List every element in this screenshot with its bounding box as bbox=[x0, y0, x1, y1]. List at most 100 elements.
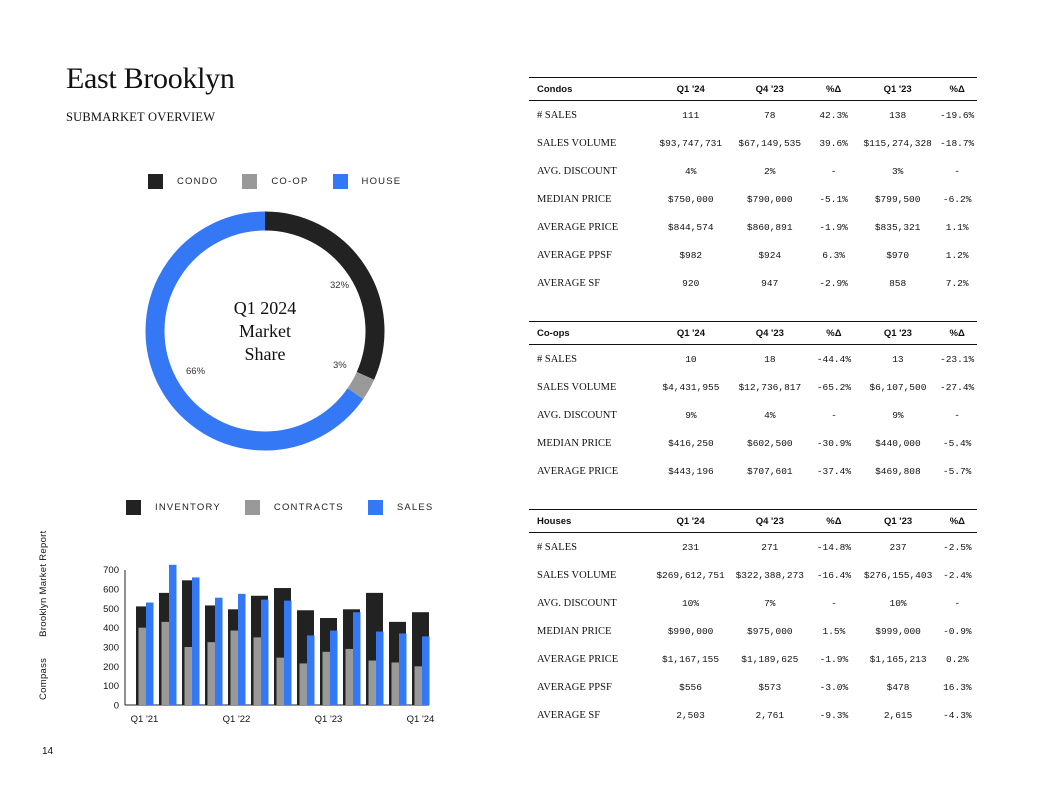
table-cell: $1,167,155 bbox=[662, 653, 720, 665]
row-label: MEDIAN PRICE bbox=[537, 193, 612, 205]
bar-sales bbox=[169, 564, 177, 705]
table-cell: $982 bbox=[679, 249, 703, 261]
table-row: SALES VOLUME $269,612,751 $322,388,273 -16.… bbox=[529, 561, 977, 589]
row-label: SALES VOLUME bbox=[537, 569, 617, 581]
page-title: East Brooklyn bbox=[66, 62, 235, 95]
bar-sales bbox=[284, 600, 292, 705]
legend-swatch-contracts bbox=[244, 500, 260, 515]
column-header: %Δ bbox=[937, 321, 977, 345]
table-cell: $115,274,328 bbox=[863, 137, 932, 149]
table-row: AVG. DISCOUNT 4% 2% - 3% - bbox=[529, 157, 977, 185]
bar-contracts bbox=[299, 663, 307, 705]
table-cell: 1.2% bbox=[945, 249, 969, 261]
column-header: Q4 '23 bbox=[730, 509, 810, 533]
bar-legend: INVENTORY CONTRACTS SALES bbox=[126, 500, 457, 515]
table-cell: 39.6% bbox=[819, 137, 848, 149]
y-tick-label: 500 bbox=[103, 604, 119, 615]
legend-label-house: HOUSE bbox=[361, 176, 402, 187]
y-tick-label: 400 bbox=[103, 623, 119, 634]
bar-contracts bbox=[184, 647, 192, 705]
table-cell: 10% bbox=[681, 597, 700, 609]
table-cell: $790,000 bbox=[746, 193, 793, 205]
table-row: AVERAGE PRICE $844,574 $860,891 -1.9% $835,3… bbox=[529, 213, 977, 241]
table-cell: -6.2% bbox=[942, 193, 972, 205]
table-cell: $469,808 bbox=[875, 465, 921, 477]
table-cell: -19.6% bbox=[940, 109, 975, 121]
legend-item-inventory: INVENTORY bbox=[126, 500, 221, 515]
table-cell: 271 bbox=[761, 541, 779, 553]
y-tick-label: 600 bbox=[103, 585, 119, 596]
legend-label-inventory: INVENTORY bbox=[155, 502, 221, 513]
legend-swatch-coop bbox=[242, 174, 258, 189]
table-cell: 947 bbox=[761, 277, 779, 289]
table-cell: 138 bbox=[889, 109, 907, 121]
row-label: AVERAGE PRICE bbox=[537, 221, 619, 233]
bar-contracts bbox=[253, 637, 261, 705]
table-cell: -5.7% bbox=[942, 465, 972, 477]
row-label: AVERAGE PPSF bbox=[537, 681, 612, 693]
row-label: MEDIAN PRICE bbox=[537, 625, 612, 637]
table-row: AVG. DISCOUNT 9% 4% - 9% - bbox=[529, 401, 977, 429]
table-row: AVERAGE SF 920 947 -2.9% 858 7.2% bbox=[529, 269, 977, 297]
bar-sales bbox=[353, 612, 361, 705]
legend-item-house: HOUSE bbox=[332, 174, 402, 189]
column-header: Q1 '23 bbox=[857, 77, 938, 101]
table-cell: 7.2% bbox=[945, 277, 969, 289]
bar-sales bbox=[376, 631, 384, 705]
legend-label-condo: CONDO bbox=[177, 176, 219, 187]
y-tick-label: 200 bbox=[103, 662, 119, 673]
legend-item-condo: CONDO bbox=[148, 174, 218, 189]
table-cell: -5.1% bbox=[819, 193, 848, 205]
table-cell: 2,761 bbox=[755, 709, 785, 721]
table-row: AVERAGE PPSF $982 $924 6.3% $970 1.2% bbox=[529, 241, 977, 269]
x-tick-label: Q1 '21 bbox=[131, 714, 159, 725]
row-label: SALES VOLUME bbox=[537, 381, 617, 393]
column-header: Q1 '24 bbox=[650, 509, 731, 533]
table-row: # SALES 231 271 -14.8% 237 -2.5% bbox=[529, 533, 977, 562]
bar-sales bbox=[399, 633, 407, 705]
table-cell: 4% bbox=[685, 165, 697, 177]
houses-table: Houses Q1 '24 Q4 '23 %Δ Q1 '23 %Δ # SALES 231 27… bbox=[529, 509, 977, 729]
bar-contracts bbox=[207, 642, 215, 705]
column-header: %Δ bbox=[809, 321, 859, 345]
row-label: AVG. DISCOUNT bbox=[537, 409, 617, 421]
column-header: Q4 '23 bbox=[730, 321, 810, 345]
column-header: Q1 '23 bbox=[858, 509, 938, 533]
table-cell: $1,189,625 bbox=[741, 653, 799, 665]
table-cell: 2,503 bbox=[676, 709, 705, 721]
legend-label-contracts: CONTRACTS bbox=[273, 502, 344, 513]
x-tick-label: Q1 '24 bbox=[407, 714, 435, 725]
bar-contracts bbox=[391, 662, 399, 705]
donut-slice-house bbox=[145, 211, 364, 451]
table-cell: 10 bbox=[685, 353, 697, 365]
legend-item-contracts: CONTRACTS bbox=[244, 500, 344, 515]
table-cell: $799,500 bbox=[874, 193, 921, 205]
table-cell: 16.3% bbox=[943, 681, 972, 693]
bar-sales bbox=[422, 636, 430, 705]
table-cell: 78 bbox=[764, 109, 776, 121]
table-row: AVERAGE SF 2,503 2,761 -9.3% 2,615 -4.3% bbox=[529, 701, 977, 729]
column-header: Q1 '24 bbox=[651, 321, 731, 345]
column-header: %Δ bbox=[937, 509, 977, 533]
table-row: AVERAGE PPSF $556 $573 -3.0% $478 16.3% bbox=[529, 673, 977, 701]
table-cell: 1.5% bbox=[822, 625, 846, 637]
table-cell: -27.4% bbox=[940, 381, 975, 393]
donut-center-line1: Q1 2024 bbox=[233, 297, 297, 318]
table-cell: $750,000 bbox=[667, 193, 714, 205]
row-label: AVG. DISCOUNT bbox=[537, 597, 617, 609]
table-cell: $970 bbox=[886, 249, 910, 261]
table-row: AVERAGE PRICE $443,196 $707,601 -37.4% $469,… bbox=[529, 457, 977, 485]
table-cell: $707,601 bbox=[747, 465, 793, 477]
table-cell: -18.7% bbox=[940, 137, 975, 149]
column-header: Q1 '23 bbox=[858, 321, 938, 345]
table-row: AVERAGE PRICE $1,167,155 $1,189,625 -1.9% $1… bbox=[529, 645, 977, 673]
table-cell: 231 bbox=[681, 541, 700, 553]
bar-sales bbox=[261, 599, 269, 705]
table-cell: $443,196 bbox=[668, 465, 714, 477]
report-name: Brooklyn Market Report bbox=[38, 530, 49, 637]
coops-table: Co-ops Q1 '24 Q4 '23 %Δ Q1 '23 %Δ # SALES 10 18-… bbox=[529, 321, 977, 485]
table-cell: -23.1% bbox=[940, 353, 975, 365]
table-cell: -2.5% bbox=[943, 541, 972, 553]
page-number: 14 bbox=[42, 746, 54, 757]
table-cell: -4.3% bbox=[943, 709, 972, 721]
